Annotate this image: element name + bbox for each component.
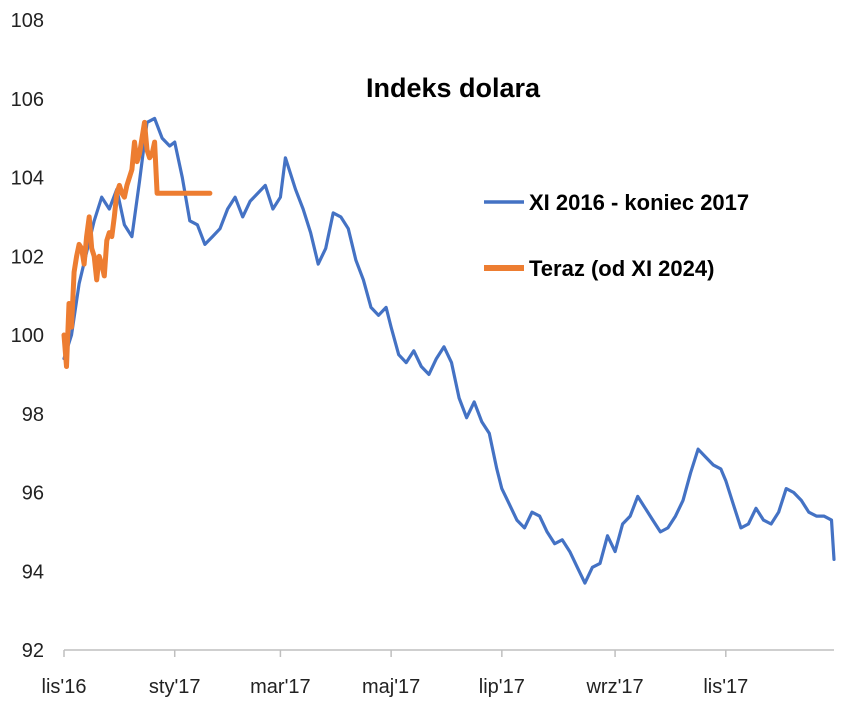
y-axis: 92 94 96 98 100 102 104 106 108 [11,10,44,662]
x-tick-label: sty'17 [149,676,201,698]
y-tick-label: 94 [22,561,44,583]
y-tick-label: 102 [11,246,44,268]
y-tick-label: 104 [11,168,44,190]
series-layer [61,116,836,585]
y-tick-label: 100 [11,325,44,347]
series-line-2 [61,119,213,369]
y-tick-label: 98 [22,404,44,426]
x-tick-label: lis'16 [42,676,87,698]
series-line-1 [62,116,836,585]
legend-label-series-1: XI 2016 - koniec 2017 [529,190,749,215]
x-tick-label: maj'17 [362,676,420,698]
legend-label-series-2: Teraz (od XI 2024) [529,256,714,281]
chart-title: Indeks dolara [366,73,541,103]
x-tick-label: lis'17 [703,676,748,698]
y-tick-label: 106 [11,89,44,111]
x-tick-label: mar'17 [250,676,311,698]
x-tick-label: lip'17 [479,676,525,698]
legend: XI 2016 - koniec 2017 Teraz (od XI 2024) [484,190,749,281]
y-tick-label: 92 [22,640,44,662]
y-tick-label: 108 [11,10,44,32]
x-axis: lis'16 sty'17 mar'17 maj'17 lip'17 wrz'17 lis'… [42,650,748,698]
y-tick-label: 96 [22,483,44,505]
x-tick-label: wrz'17 [585,676,643,698]
